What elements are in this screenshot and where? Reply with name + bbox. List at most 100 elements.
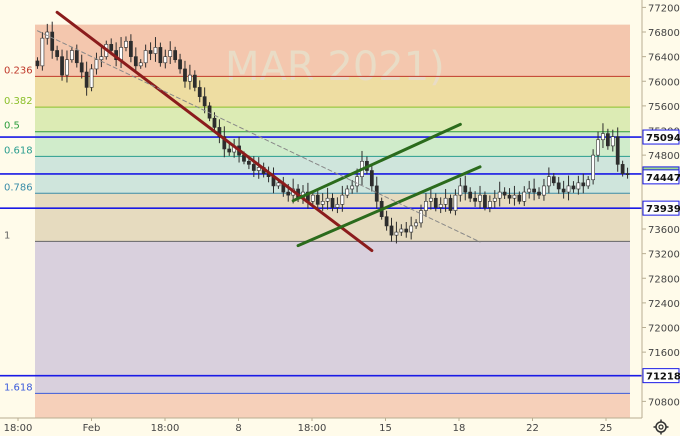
candle-body [163, 56, 168, 64]
price-tag-box [642, 200, 680, 216]
candle-body [591, 154, 595, 181]
fib-level-label: 0.5 [4, 121, 20, 132]
x-tick-label: 8 [235, 423, 241, 434]
candle-body [601, 133, 605, 141]
candle-body [183, 68, 187, 82]
candle-body [473, 197, 477, 202]
candle-body [84, 71, 89, 88]
x-tick-label: 18:00 [298, 423, 327, 434]
price-tag-box [642, 169, 680, 185]
candle-body [497, 191, 502, 199]
candle-body [70, 50, 74, 61]
price-tag-box [642, 129, 680, 145]
candle-body [129, 40, 133, 57]
fib-band [35, 156, 630, 194]
fib-band [35, 241, 630, 394]
candle-body [546, 176, 551, 187]
candle-body [247, 160, 251, 165]
candle-body [384, 216, 389, 227]
candle-body [399, 228, 404, 233]
trend-lines [36, 10, 482, 253]
candle-body [394, 231, 399, 236]
candle-body [192, 74, 197, 88]
candle-body [197, 87, 202, 97]
candle-body [99, 56, 104, 61]
candle-body [350, 185, 355, 190]
price-tag-label: 75094 [646, 133, 680, 144]
price-tag-75094: 75094 [642, 129, 680, 145]
y-tick-label: 76800 [648, 28, 680, 39]
y-tick-label: 72400 [648, 299, 680, 310]
candle-body [222, 136, 227, 150]
x-tick-label: 18:00 [4, 423, 33, 434]
candle-body [153, 47, 158, 54]
candle-body [458, 185, 463, 196]
candle-body [610, 136, 615, 147]
x-tick-label: 22 [526, 423, 539, 434]
candle-body [404, 228, 409, 233]
candle-body [315, 194, 320, 205]
y-tick-label: 76000 [648, 77, 680, 88]
candle-body [419, 210, 423, 224]
candle-body [571, 185, 576, 190]
candle-body [561, 188, 566, 193]
candle-body [478, 194, 482, 202]
candle-body [212, 117, 217, 128]
candle-body [625, 173, 630, 175]
candle-body [355, 176, 359, 187]
fib-band [35, 107, 630, 132]
x-tick-label: 15 [379, 423, 392, 434]
candle-body [615, 136, 620, 165]
y-tick-label: 72000 [648, 324, 680, 335]
candle-body [424, 201, 428, 211]
candle-body [40, 37, 45, 67]
y-tick-label: 72800 [648, 274, 680, 285]
candle-body [468, 191, 473, 199]
x-axis-panel [0, 418, 680, 436]
candle-body [389, 225, 394, 236]
candle-body [537, 191, 541, 196]
candle-body [340, 194, 345, 205]
y-tick-label: 77200 [648, 3, 680, 14]
fib-band [35, 131, 630, 157]
price-tag-label: 74447 [646, 173, 680, 184]
candle-body [148, 50, 153, 54]
candle-body [522, 191, 527, 202]
x-tick-label: Feb [83, 423, 101, 434]
candle-body [620, 164, 625, 174]
price-tag-71218: 71218 [642, 368, 680, 384]
candle-body [453, 194, 458, 211]
y-tick-label: 71600 [648, 348, 680, 359]
candle-body [438, 204, 443, 208]
y-axis-panel [642, 0, 680, 436]
fib-level-label: 0.382 [4, 96, 33, 107]
candle-body [256, 167, 261, 171]
candle-body [65, 59, 69, 76]
candle-body [374, 185, 379, 202]
candle-body [448, 197, 453, 211]
candle-body [202, 96, 207, 107]
candle-body [512, 194, 517, 199]
settings-gear-icon[interactable] [653, 419, 669, 435]
candle-body [532, 188, 536, 193]
price-tag-74447: 74447 [642, 169, 680, 185]
candle-body [586, 179, 591, 187]
candle-body [124, 40, 128, 48]
price-tag-label: 71218 [646, 372, 680, 383]
candle-body [227, 148, 232, 153]
candle-body [487, 201, 492, 208]
trend-line [291, 122, 462, 203]
candle-body [79, 62, 84, 73]
fib-level-label: 1.618 [4, 382, 33, 393]
candle-body [551, 176, 556, 184]
x-axis-ticks: 18:00 Feb 18:00 8 18:00 15 18 22 25 [4, 418, 612, 434]
y-tick-label: 75600 [648, 102, 680, 113]
candle-body [50, 31, 55, 51]
candle-body [138, 62, 143, 67]
horizontal-lines [0, 136, 642, 377]
candle-body [109, 44, 114, 51]
fib-level-label: 0.618 [4, 145, 33, 156]
candle-body [60, 56, 64, 76]
candle-body [310, 194, 315, 202]
